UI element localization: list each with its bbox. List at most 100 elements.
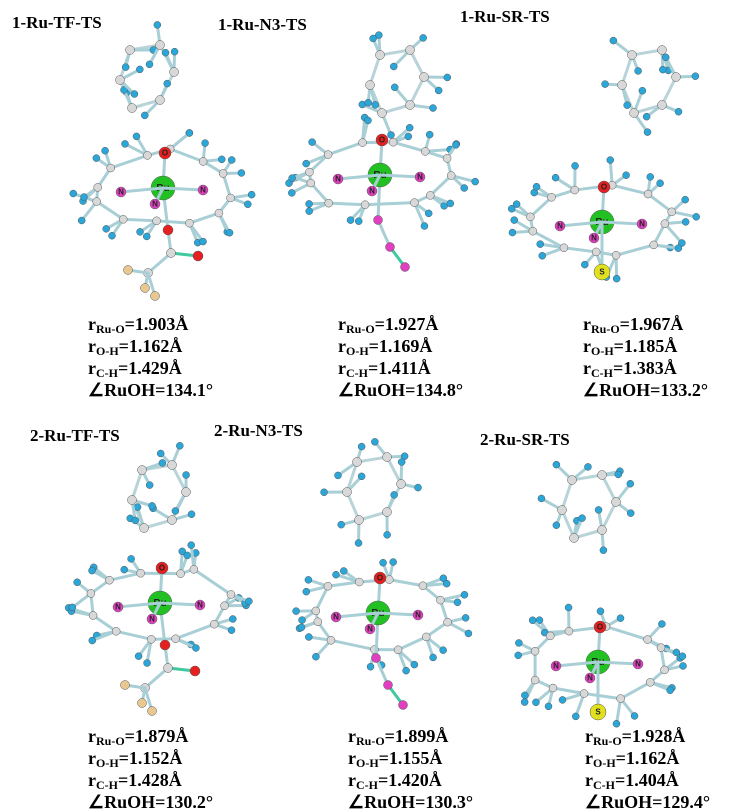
carbon: [612, 251, 620, 259]
hydrogen: [391, 84, 398, 91]
hydrogen: [179, 548, 186, 555]
carbon: [526, 213, 534, 221]
carbon: [444, 618, 452, 626]
panel-title: 2-Ru-N3-TS: [214, 421, 303, 440]
hydrogen: [159, 459, 166, 466]
hydrogen: [667, 687, 674, 694]
hydrogen: [164, 80, 171, 87]
hydrogen: [133, 133, 140, 140]
distance-symbol: r: [585, 770, 593, 790]
distance-symbol: r: [583, 358, 591, 378]
carbon: [547, 193, 555, 201]
hydrogen: [289, 175, 296, 182]
distance-value: =1.429Å: [118, 358, 182, 378]
hydrogen: [662, 54, 669, 61]
carbon: [327, 636, 335, 644]
carbon: [443, 154, 451, 162]
distance-symbol: r: [88, 770, 96, 790]
hydrogen: [355, 540, 362, 547]
hydrogen: [537, 241, 544, 248]
distance-subscript: Ru-O: [356, 734, 385, 748]
hydrogen: [595, 506, 602, 513]
hydrogen: [444, 74, 451, 81]
carbon: [568, 476, 577, 485]
bond: [329, 203, 365, 205]
hydrogen: [521, 692, 528, 699]
hydrogen: [312, 653, 319, 660]
distance-symbol: r: [88, 748, 96, 768]
atom-label: N: [197, 601, 203, 610]
hydrogen: [202, 140, 209, 147]
carbon: [618, 81, 627, 90]
carbon: [177, 570, 185, 578]
bond: [157, 221, 190, 223]
hydrogen: [306, 200, 313, 207]
distance-subscript: Ru-O: [591, 322, 620, 336]
hydrogen: [539, 252, 546, 259]
panel-title: 1-Ru-SR-TS: [460, 7, 550, 26]
oxygen: [163, 225, 173, 235]
carbon: [546, 632, 554, 640]
bond: [380, 175, 420, 177]
carbon: [612, 498, 621, 507]
hydrogen: [89, 637, 96, 644]
distance-value: =1.928Å: [622, 726, 686, 746]
carbon: [657, 644, 665, 652]
hydrogen: [679, 653, 686, 660]
hydrogen: [293, 608, 300, 615]
hydrogen: [552, 174, 559, 181]
hydrogen: [390, 63, 397, 70]
carbon: [394, 646, 402, 654]
distance-subscript: Ru-O: [96, 734, 125, 748]
carbon: [93, 198, 101, 206]
hydrogen: [461, 184, 468, 191]
hydrogen: [533, 183, 540, 190]
hydrogen: [430, 654, 437, 661]
bond: [328, 582, 359, 586]
distance-value: =1.169Å: [369, 336, 433, 356]
hydrogen: [128, 555, 135, 562]
carbon: [185, 219, 193, 227]
hydrogen: [157, 450, 164, 457]
distance-symbol: r: [585, 748, 593, 768]
hydrogen: [188, 542, 195, 549]
hydrogen: [403, 667, 410, 674]
carbon: [644, 636, 652, 644]
carbon: [565, 627, 573, 635]
distance-value: =1.420Å: [378, 770, 442, 790]
hydrogen: [391, 491, 398, 498]
hydrogen: [443, 580, 450, 587]
distance-subscript: O-H: [591, 344, 614, 358]
hydrogen: [508, 205, 515, 212]
bond: [378, 613, 418, 615]
bond: [123, 219, 156, 221]
atom-label: N: [417, 173, 423, 182]
distance-subscript: Ru-O: [593, 734, 622, 748]
carbon: [531, 647, 539, 655]
carbon: [646, 678, 654, 686]
carbon: [436, 596, 444, 604]
carbon: [126, 46, 135, 55]
angle-text: ∠RuOH=130.2°: [88, 792, 213, 812]
distance-symbol: r: [88, 726, 96, 746]
carbon: [410, 199, 418, 207]
hydrogen: [69, 604, 76, 611]
hydrogen: [226, 229, 233, 236]
hydrogen: [627, 480, 634, 487]
hydrogen: [429, 105, 436, 112]
distance-value: =1.155Å: [379, 748, 443, 768]
nitrogen: [372, 654, 381, 663]
distance-text: rRu-O=1.928Å: [585, 726, 685, 748]
carbon: [389, 138, 397, 146]
hydrogen: [358, 443, 365, 450]
hydrogen: [657, 180, 664, 187]
carbon: [529, 227, 537, 235]
distance-subscript: C-H: [591, 366, 614, 380]
panel: 1-Ru-N3-TSORuNNNrRu-O=1.927ÅrO-H=1.169År…: [218, 15, 479, 400]
hydrogen: [108, 232, 115, 239]
distance-subscript: C-H: [346, 366, 369, 380]
carbon: [385, 576, 393, 584]
carbon: [170, 68, 179, 77]
bond: [398, 637, 426, 650]
atom-label: N: [635, 660, 641, 669]
